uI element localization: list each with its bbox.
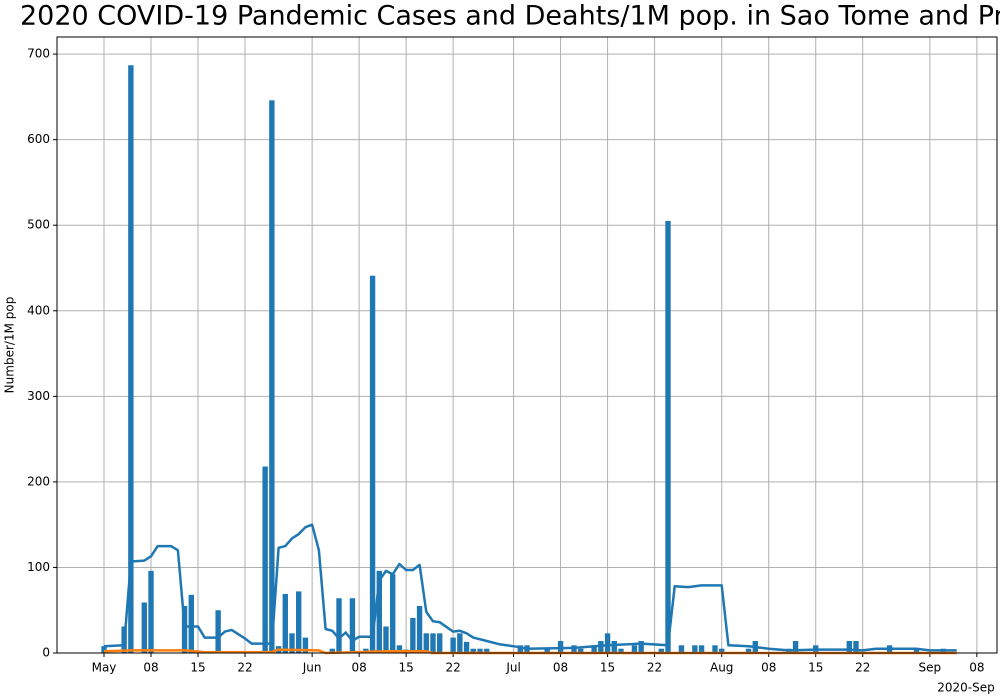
x-tick-label: May	[92, 661, 117, 675]
y-tick-label: 700	[27, 47, 50, 61]
bar	[296, 591, 302, 653]
x-tick-label: 08	[553, 661, 568, 675]
bar	[457, 633, 463, 653]
bar	[470, 648, 476, 653]
x-tick-label: 08	[352, 661, 367, 675]
bar	[611, 641, 617, 653]
bar	[913, 648, 920, 653]
x-tick-label: 22	[855, 661, 870, 675]
bar	[148, 570, 154, 653]
bar	[450, 637, 456, 653]
y-tick-label: 300	[27, 389, 50, 403]
bar	[269, 100, 275, 654]
bar	[430, 633, 436, 653]
bar	[846, 641, 852, 653]
bar	[604, 633, 611, 653]
bar	[544, 648, 550, 653]
plot-frame	[56, 36, 998, 654]
x-tick-label: 08	[761, 661, 776, 675]
bar	[678, 645, 685, 653]
bar	[376, 570, 382, 653]
x-tick-label: 08	[143, 661, 158, 675]
bar	[658, 648, 664, 653]
bar	[349, 598, 356, 653]
bar	[289, 633, 295, 653]
bar	[692, 645, 698, 653]
x-tick-label: Jul	[505, 661, 520, 675]
bar	[484, 648, 490, 653]
bar	[181, 605, 188, 653]
x-tick-label: Jun	[302, 661, 322, 675]
x-tick-label: 15	[808, 661, 823, 675]
x-tick-label: 08	[969, 661, 984, 675]
x-tick-label: 15	[190, 661, 205, 675]
y-tick-label: 200	[27, 474, 50, 488]
bar	[423, 633, 429, 653]
bar	[578, 648, 584, 653]
bar	[141, 602, 147, 653]
bar	[282, 593, 288, 653]
bar	[302, 637, 309, 653]
bar	[591, 645, 597, 653]
bar	[410, 617, 416, 653]
bar	[101, 646, 107, 653]
bar	[638, 641, 644, 653]
bar	[215, 610, 221, 653]
bar	[188, 594, 194, 653]
y-tick-label: 600	[27, 132, 50, 146]
x-tick-label: 22	[647, 661, 662, 675]
y-tick-label: 500	[27, 218, 50, 232]
y-tick-label: 100	[27, 560, 50, 574]
x-tick-label: 22	[237, 661, 252, 675]
bar	[437, 633, 443, 653]
line	[103, 523, 957, 652]
bar	[745, 648, 752, 653]
bar	[853, 641, 859, 653]
x-tick-label: Sep	[919, 661, 942, 675]
bar	[390, 574, 396, 653]
bar	[416, 605, 423, 653]
line	[103, 648, 957, 655]
bar	[336, 598, 342, 653]
bar	[463, 641, 470, 653]
bar	[631, 645, 638, 653]
x-tick-label: 22	[446, 661, 461, 675]
bar	[477, 648, 483, 653]
y-axis-label: Number/1M pop	[3, 297, 17, 394]
bar	[698, 645, 705, 653]
bar	[719, 648, 725, 653]
chart-title: 2020 COVID-19 Pandemic Cases and Deahts/…	[20, 1, 1000, 32]
bar	[517, 645, 523, 653]
x-tick-label: 15	[600, 661, 615, 675]
bar	[128, 65, 134, 653]
bar	[383, 626, 389, 653]
y-tick-label: 0	[42, 646, 50, 660]
bar	[262, 466, 268, 653]
x-offset-label: 2020-Sep	[937, 681, 995, 695]
y-tick-label: 400	[27, 303, 50, 317]
bar	[665, 220, 671, 653]
bar	[396, 645, 403, 653]
bar	[792, 641, 799, 653]
bar	[369, 275, 376, 653]
x-tick-label: Aug	[710, 661, 733, 675]
bar	[618, 648, 624, 653]
bar	[329, 648, 335, 653]
bar	[712, 645, 718, 653]
x-tick-label: 15	[399, 661, 414, 675]
